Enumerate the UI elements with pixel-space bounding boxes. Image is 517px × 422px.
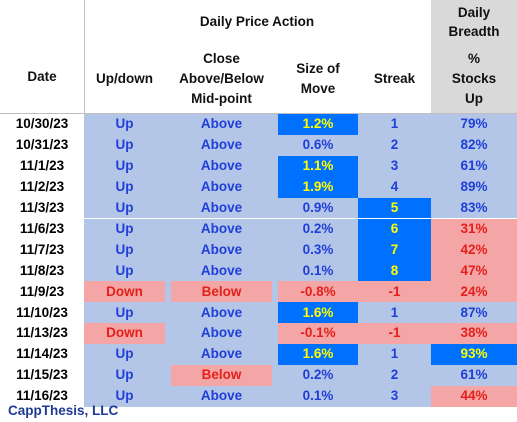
streak-cell: 5 [358,197,431,219]
close-cell: Above [165,134,278,156]
header-group-title: Daily Price Action [84,0,430,44]
streak-cell: 1 [358,343,431,365]
updown-cell: Up [84,155,165,177]
streak-cell: 4 [358,176,431,198]
close-cell: Below [171,281,272,303]
updown-cell: Up [84,134,165,156]
close-cell: Above [165,302,278,323]
close-cell: Above [165,239,278,261]
size-cell: -0.1% [278,323,358,344]
close-cell: Above [165,260,278,282]
pct-cell: 42% [431,239,517,261]
size-cell: 0.1% [278,260,358,282]
header-date: Date [0,0,84,114]
size-cell: 1.1% [278,155,358,177]
close-cell: Above [165,385,278,407]
size-cell: -0.8% [278,281,358,303]
streak-cell: 3 [358,385,431,407]
streak-cell: -1 [358,323,431,344]
updown-cell: Up [84,343,165,365]
header-divider [0,113,517,114]
date-cell: 11/8/23 [0,260,84,282]
updown-cell: Up [84,114,165,135]
pct-cell: 61% [431,155,517,177]
size-cell: 0.6% [278,134,358,156]
header-pct: % Stocks Up [431,44,517,114]
pct-cell: 61% [431,364,517,386]
streak-cell: 1 [358,302,431,323]
streak-cell: 1 [358,114,431,135]
header-breadth-title: Daily Breadth [431,0,517,44]
size-cell: 0.2% [278,218,358,240]
header-updown: Up/down [84,44,165,114]
pct-cell: 38% [431,323,517,344]
streak-cell: 2 [358,134,431,156]
date-cell: 11/15/23 [0,364,84,386]
close-cell: Below [171,364,272,386]
size-cell: 1.2% [278,114,358,135]
size-cell: 0.9% [278,197,358,219]
date-cell: 11/14/23 [0,343,84,365]
streak-cell: 7 [358,239,431,261]
header-vline [84,0,85,114]
updown-cell: Up [84,364,165,386]
updown-cell: Up [84,176,165,198]
pct-cell: 24% [431,281,517,303]
date-cell: 10/30/23 [0,114,84,135]
date-cell: 11/10/23 [0,302,84,323]
header-size: Size of Move [278,44,358,114]
close-cell: Above [165,343,278,365]
updown-cell: Down [84,323,165,344]
pct-cell: 47% [431,260,517,282]
pct-cell: 89% [431,176,517,198]
date-cell: 11/1/23 [0,155,84,177]
date-cell: 10/31/23 [0,134,84,156]
date-cell: 11/6/23 [0,218,84,240]
updown-cell: Up [84,260,165,282]
close-cell: Above [165,197,278,219]
updown-cell: Up [84,197,165,219]
streak-cell: 3 [358,155,431,177]
pct-cell: 93% [431,343,517,365]
close-cell: Above [165,176,278,198]
date-cell: 11/3/23 [0,197,84,219]
pct-cell: 87% [431,302,517,323]
close-cell: Above [165,155,278,177]
date-cell: 11/13/23 [0,323,84,344]
updown-cell: Up [84,302,165,323]
date-cell: 11/16/23 [0,385,84,407]
updown-cell: Up [84,218,165,240]
pct-cell: 79% [431,114,517,135]
credit-footer: CappThesis, LLC [8,403,119,418]
updown-cell: Up [84,239,165,261]
size-cell: 1.6% [278,343,358,365]
close-cell: Above [165,218,278,240]
pct-cell: 82% [431,134,517,156]
header-close: Close Above/Below Mid-point [165,44,278,114]
header-streak: Streak [358,44,431,114]
close-cell: Above [165,323,278,344]
size-cell: 0.2% [278,364,358,386]
streak-cell: -1 [358,281,431,303]
streak-cell: 8 [358,260,431,282]
size-cell: 1.9% [278,176,358,198]
streak-cell: 2 [358,364,431,386]
size-cell: 1.6% [278,302,358,323]
size-cell: 0.3% [278,239,358,261]
close-cell: Above [165,114,278,135]
pct-cell: 31% [431,218,517,240]
date-cell: 11/2/23 [0,176,84,198]
size-cell: 0.1% [278,385,358,407]
updown-cell: Up [84,385,165,407]
updown-cell: Down [84,281,165,303]
pct-cell: 83% [431,197,517,219]
date-cell: 11/7/23 [0,239,84,261]
pct-cell: 44% [431,385,517,407]
date-cell: 11/9/23 [0,281,84,303]
streak-cell: 6 [358,218,431,240]
